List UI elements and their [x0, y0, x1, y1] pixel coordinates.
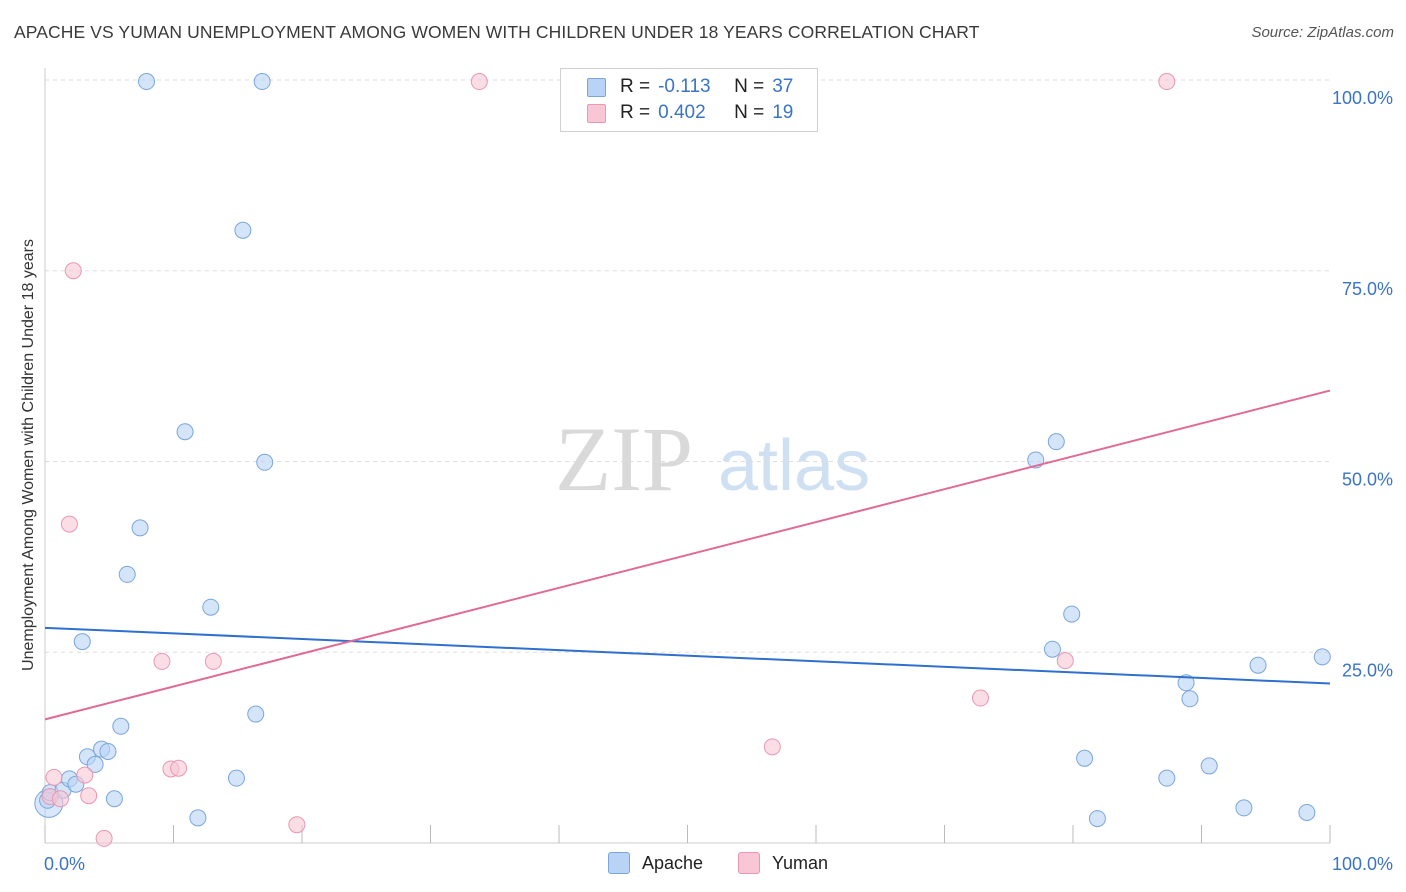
- apache-point: [1076, 749, 1094, 767]
- legend-item-apache: Apache: [608, 852, 703, 874]
- yuman-point: [971, 689, 989, 707]
- apache-point: [227, 769, 245, 787]
- yuman-trend-line: [44, 389, 1331, 721]
- apache-point: [1043, 640, 1061, 658]
- correlation-legend: R = -0.113 N = 37 R = 0.402 N = 19: [560, 68, 818, 132]
- apache-point: [256, 453, 274, 471]
- apache-point: [1047, 433, 1065, 451]
- apache-legend-swatch: [608, 852, 630, 874]
- yuman-r-label: R =: [620, 102, 651, 123]
- watermark-atlas: atlas: [718, 426, 870, 506]
- yuman-point: [288, 816, 306, 834]
- yuman-point: [51, 790, 69, 808]
- x-tick-label-min: 0.0%: [44, 854, 85, 874]
- apache-point: [86, 755, 104, 773]
- legend-row-apache: R = -0.113 N = 37: [587, 75, 793, 99]
- apache-r-label: R =: [620, 76, 651, 97]
- series-legend: Apache Yuman: [0, 852, 1406, 878]
- apache-n-value: 37: [772, 76, 794, 97]
- legend-row-yuman: R = 0.402 N = 19: [587, 101, 793, 125]
- yuman-legend-swatch: [738, 852, 760, 874]
- apache-legend-label: Apache: [642, 852, 704, 873]
- yuman-point: [80, 787, 98, 805]
- yuman-point: [60, 515, 78, 533]
- yuman-point: [1056, 652, 1074, 670]
- yuman-point: [470, 73, 488, 91]
- apache-point: [1088, 810, 1106, 828]
- yuman-swatch: [587, 103, 606, 123]
- yuman-point: [95, 829, 113, 847]
- apache-point: [1158, 769, 1176, 787]
- apache-point: [1298, 803, 1316, 821]
- y-tick-label: 100.0%: [1332, 88, 1393, 108]
- apache-point: [1235, 799, 1253, 817]
- legend-item-yuman: Yuman: [738, 852, 828, 874]
- yuman-legend-label: Yuman: [772, 852, 829, 873]
- chart-title: APACHE VS YUMAN UNEMPLOYMENT AMONG WOMEN…: [14, 22, 980, 42]
- yuman-point: [763, 738, 781, 756]
- apache-point: [105, 790, 123, 808]
- apache-r-value: -0.113: [658, 76, 711, 97]
- y-tick-label: 25.0%: [1342, 660, 1393, 680]
- apache-point: [131, 519, 149, 537]
- yuman-point: [76, 766, 94, 784]
- yuman-point: [204, 652, 222, 670]
- yuman-point: [1158, 73, 1176, 91]
- apache-point: [234, 221, 252, 239]
- yuman-n-value: 19: [772, 102, 794, 123]
- yuman-point: [64, 262, 82, 280]
- apache-point: [99, 742, 117, 760]
- apache-point: [118, 565, 136, 583]
- y-tick-label: 75.0%: [1342, 279, 1393, 299]
- x-tick-label-max: 100.0%: [1332, 854, 1393, 874]
- yuman-point: [153, 652, 171, 670]
- apache-point: [73, 633, 91, 651]
- watermark-zip: ZIP: [555, 408, 693, 510]
- apache-point: [1181, 690, 1199, 708]
- yuman-n-label: N =: [734, 102, 765, 123]
- apache-point: [247, 705, 265, 723]
- apache-point: [1177, 674, 1195, 692]
- yuman-r-value: 0.402: [658, 102, 706, 123]
- apache-trend-line: [44, 626, 1331, 685]
- apache-point: [1313, 648, 1331, 666]
- apache-point: [189, 809, 207, 827]
- source-label: Source: ZipAtlas.com: [1251, 24, 1394, 41]
- apache-n-label: N =: [734, 76, 765, 97]
- apache-point: [138, 73, 156, 91]
- yuman-point: [170, 759, 188, 777]
- y-tick-label: 50.0%: [1342, 470, 1393, 490]
- apache-point: [202, 598, 220, 616]
- apache-swatch: [587, 77, 606, 97]
- yuman-point: [45, 768, 63, 786]
- apache-point: [253, 73, 271, 91]
- apache-point: [1249, 656, 1267, 674]
- apache-point: [112, 717, 130, 735]
- apache-point: [1063, 605, 1081, 623]
- apache-point: [1200, 757, 1218, 775]
- apache-point: [176, 423, 194, 441]
